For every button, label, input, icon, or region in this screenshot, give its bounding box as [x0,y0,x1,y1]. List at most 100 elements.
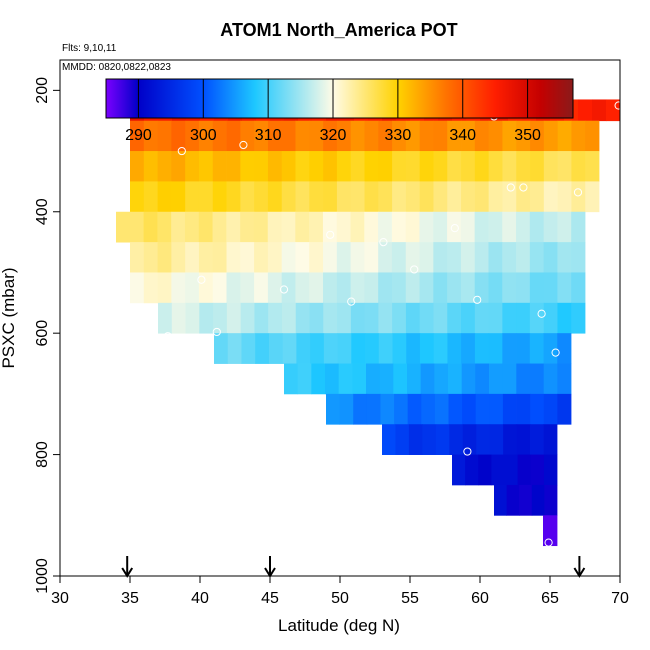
heatmap-cell [254,120,269,152]
heatmap-cell [447,120,462,152]
heatmap-cell [185,151,200,182]
heatmap-cell [255,333,270,364]
heatmap-cell [323,181,338,213]
flights-note: Flts: 9,10,11 [62,43,117,54]
heatmap-cell [364,181,379,213]
heatmap-cell [336,272,352,304]
heatmap-cell [465,454,479,486]
data-point [573,188,583,197]
heatmap-cell [461,120,476,152]
heatmap-cell [295,181,310,213]
heatmap-cell [254,242,269,273]
heatmap-cell [171,181,186,213]
y-tick-label: 400 [34,198,51,225]
data-point [614,101,623,110]
heatmap-cell [267,120,283,152]
heatmap-cell [378,120,393,152]
heatmap-cell [281,151,296,182]
data-point [463,447,472,456]
heatmap-cell [502,151,517,182]
heatmap-cell [392,181,407,213]
heatmap-cell [212,242,227,273]
heatmap-cell [488,151,503,182]
heatmap-cell [543,120,559,152]
heatmap-cell [309,242,324,273]
heatmap-cell [350,120,365,152]
heatmap-cell [226,181,241,213]
heatmap-cell [543,242,558,273]
chart-title: ATOM1 North_America POT [220,20,457,40]
heatmap-cell [284,363,299,395]
heatmap-cell [543,302,558,334]
heatmap-cell [419,181,434,213]
heatmap-cell [585,181,600,213]
colorbar-tick-label: 320 [320,127,347,144]
heatmap-cell [157,272,172,304]
heatmap-cell [407,363,422,395]
x-tick-label: 60 [471,590,489,607]
heatmap-cell [267,151,283,182]
heatmap-cell [405,211,420,243]
heatmap-cell [185,272,200,304]
heatmap-cell [337,333,352,364]
heatmap-cell [366,393,381,425]
heatmap-cell [585,120,600,152]
heatmap-cell [323,120,338,152]
heatmap-cell [557,181,572,213]
x-tick-label: 30 [51,590,69,607]
heatmap-cell [421,393,436,425]
heatmap-cell [391,272,407,304]
heatmap-cell [254,302,269,334]
x-axis: 30 35 40 45 50 55 60 65 70 [51,575,629,607]
heatmap-cell [419,333,435,364]
heatmap-cell [571,151,586,182]
heatmap-cell [378,181,393,213]
heatmap-cell [571,211,586,243]
heatmap-cell [516,151,531,182]
heatmap-cell [351,333,366,364]
heatmap-cell [506,484,520,516]
heatmap-cell [419,302,434,334]
heatmap-cell [557,120,572,152]
colorbar-tick-label: 300 [190,127,217,144]
heatmap-cell [337,302,352,334]
heatmap-cell [571,302,586,334]
heatmap-cell [405,181,421,213]
heatmap-cell [571,272,586,304]
heatmap-cell [185,181,200,213]
data-point [212,327,221,337]
data-point [177,146,186,156]
heatmap-cell [519,484,533,516]
heatmap-cell [420,363,435,395]
heatmap-cell [295,120,310,152]
heatmap-cell [158,302,173,334]
y-tick-label: 200 [34,77,51,104]
heatmap-cell [339,393,354,425]
heatmap-cell [309,272,324,304]
heatmap-cell [295,211,310,243]
heatmap-cell [366,363,381,395]
x-tick-label: 45 [261,590,279,607]
heatmap-cell [516,242,531,273]
heatmap-cell [474,211,489,243]
heatmap-cell [448,393,463,425]
heatmap-cell [474,151,490,182]
heatmap-cell [322,211,338,243]
heatmap-cell [434,363,449,395]
heatmap-cell [502,302,517,334]
heatmap-cell [171,242,186,273]
heatmap-cell [461,333,476,364]
heatmap-cell [184,211,200,243]
heatmap-cell [268,333,284,364]
dates-note: MMDD: 0820,0822,0823 [62,62,171,73]
heatmap-cell [267,242,283,273]
data-point [239,140,248,150]
heatmap-cell [474,333,490,364]
heatmap-cell [171,272,186,304]
heatmap-cell [378,302,393,334]
heatmap-cell [530,454,545,486]
heatmap-cell [143,181,158,213]
heatmap-cell [422,424,437,455]
y-tick-label: 600 [34,320,51,347]
heatmap-cell [130,181,145,213]
